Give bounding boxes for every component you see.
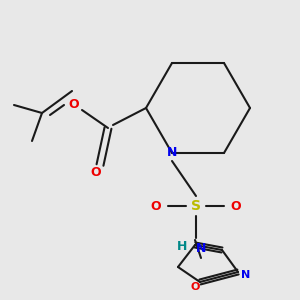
Text: N: N xyxy=(167,146,177,160)
Text: N: N xyxy=(196,242,206,254)
Text: O: O xyxy=(190,282,200,292)
Text: O: O xyxy=(91,167,101,179)
Text: O: O xyxy=(69,98,79,112)
Text: O: O xyxy=(151,200,161,212)
Text: N: N xyxy=(242,270,250,280)
Text: H: H xyxy=(177,239,187,253)
Text: O: O xyxy=(231,200,241,212)
Text: S: S xyxy=(191,199,201,213)
